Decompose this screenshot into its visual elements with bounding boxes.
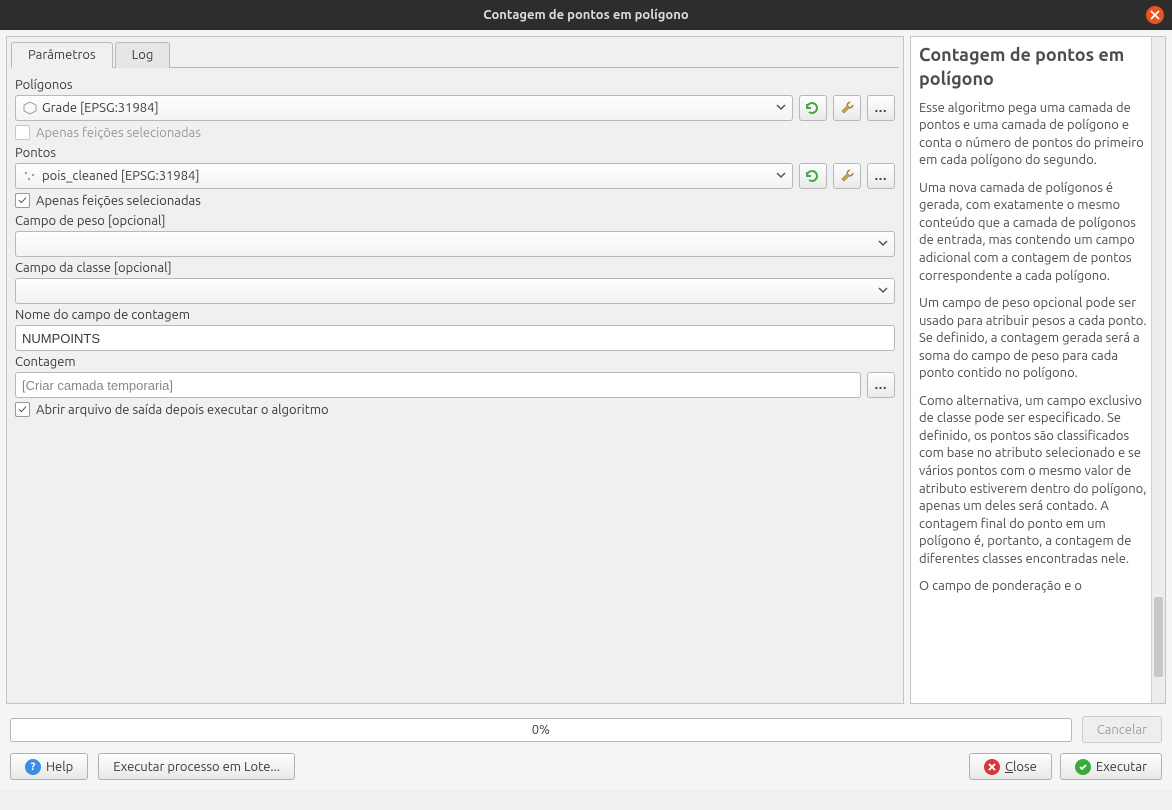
label-count-field-name: Nome do campo de contagem [15,308,895,322]
help-paragraph: Como alternativa, um campo exclusivo de … [919,393,1147,568]
open-output-label: Abrir arquivo de saída depois executar o… [36,403,329,417]
help-paragraph: Um campo de peso opcional pode ser usado… [919,295,1147,383]
output-path-input-wrapper [15,372,861,398]
run-button-label: Executar [1096,760,1147,774]
points-iterate-button[interactable] [799,163,827,189]
points-selected-only-row[interactable]: Apenas feições selecionadas [15,193,895,208]
polygons-advanced-button[interactable] [833,95,861,121]
window-close-button[interactable] [1146,6,1164,24]
help-paragraph: O campo de ponderação e o [919,578,1147,596]
progress-bar: 0% [10,718,1072,742]
left-panel: Parâmetros Log Polígonos Grade [EPSG:319… [6,36,904,704]
help-paragraph: Esse algoritmo pega uma camada de pontos… [919,100,1147,170]
wrench-icon [839,168,855,184]
count-field-name-input-wrapper [15,325,895,351]
polygons-selected-only-row: Apenas feições selecionadas [15,125,895,140]
open-output-row[interactable]: Abrir arquivo de saída depois executar o… [15,402,895,417]
parameters-form: Polígonos Grade [EPSG:31984] ... [11,72,899,699]
close-button[interactable]: Close [969,753,1052,780]
help-scrollbar[interactable] [1151,37,1165,703]
help-icon: ? [25,759,41,775]
cancel-button: Cancelar [1082,716,1162,743]
tab-log[interactable]: Log [115,42,171,68]
label-polygons: Polígonos [15,78,895,92]
run-batch-button[interactable]: Executar processo em Lote... [98,753,295,780]
refresh-icon [804,100,822,116]
points-layer-value: pois_cleaned [EPSG:31984] [42,169,200,183]
chevron-down-icon [878,237,888,251]
refresh-icon [804,168,822,184]
footer: 0% Cancelar ? Help Executar processo em … [0,710,1172,790]
close-button-label: Close [1005,760,1037,774]
progress-text: 0% [532,723,550,737]
open-output-checkbox[interactable] [15,402,30,417]
run-button[interactable]: Executar [1060,753,1162,780]
chevron-down-icon [878,284,888,298]
tab-parameters[interactable]: Parâmetros [11,42,113,68]
label-points: Pontos [15,146,895,160]
titlebar: Contagem de pontos em polígono [0,0,1172,30]
class-field-combo[interactable] [15,278,895,304]
output-path-input[interactable] [22,378,854,393]
count-field-name-input[interactable] [22,331,888,346]
window-title: Contagem de pontos em polígono [483,8,688,22]
help-button-label: Help [46,760,73,774]
polygons-iterate-button[interactable] [799,95,827,121]
label-class-field: Campo da classe [opcional] [15,261,895,275]
weight-field-combo[interactable] [15,231,895,257]
points-selected-only-checkbox[interactable] [15,193,30,208]
help-panel: Contagem de pontos em polígono Esse algo… [910,36,1166,704]
points-advanced-button[interactable] [833,163,861,189]
label-count-output: Contagem [15,355,895,369]
point-layer-icon [22,169,38,183]
wrench-icon [839,100,855,116]
polygons-selected-only-label: Apenas feições selecionadas [36,126,201,140]
polygon-layer-icon [22,101,38,115]
chevron-down-icon [776,101,786,115]
close-icon [1150,10,1160,20]
help-title: Contagem de pontos em polígono [919,43,1147,92]
help-paragraph: Uma nova camada de polígonos é gerada, c… [919,180,1147,285]
close-icon [984,759,1000,775]
polygons-select-source-button[interactable]: ... [867,95,895,121]
ellipsis-icon: ... [875,378,888,392]
help-button[interactable]: ? Help [10,753,88,780]
ellipsis-icon: ... [875,101,888,115]
check-icon [1075,759,1091,775]
polygons-layer-value: Grade [EPSG:31984] [42,101,159,115]
window-body: Parâmetros Log Polígonos Grade [EPSG:319… [0,30,1172,710]
points-layer-combo[interactable]: pois_cleaned [EPSG:31984] [15,163,793,189]
polygons-selected-only-checkbox [15,125,30,140]
ellipsis-icon: ... [875,169,888,183]
chevron-down-icon [776,169,786,183]
points-selected-only-label: Apenas feições selecionadas [36,194,201,208]
polygons-layer-combo[interactable]: Grade [EPSG:31984] [15,95,793,121]
scrollbar-thumb[interactable] [1154,597,1163,677]
label-weight-field: Campo de peso [opcional] [15,214,895,228]
points-select-source-button[interactable]: ... [867,163,895,189]
output-browse-button[interactable]: ... [867,372,895,398]
tabs: Parâmetros Log [11,41,899,68]
